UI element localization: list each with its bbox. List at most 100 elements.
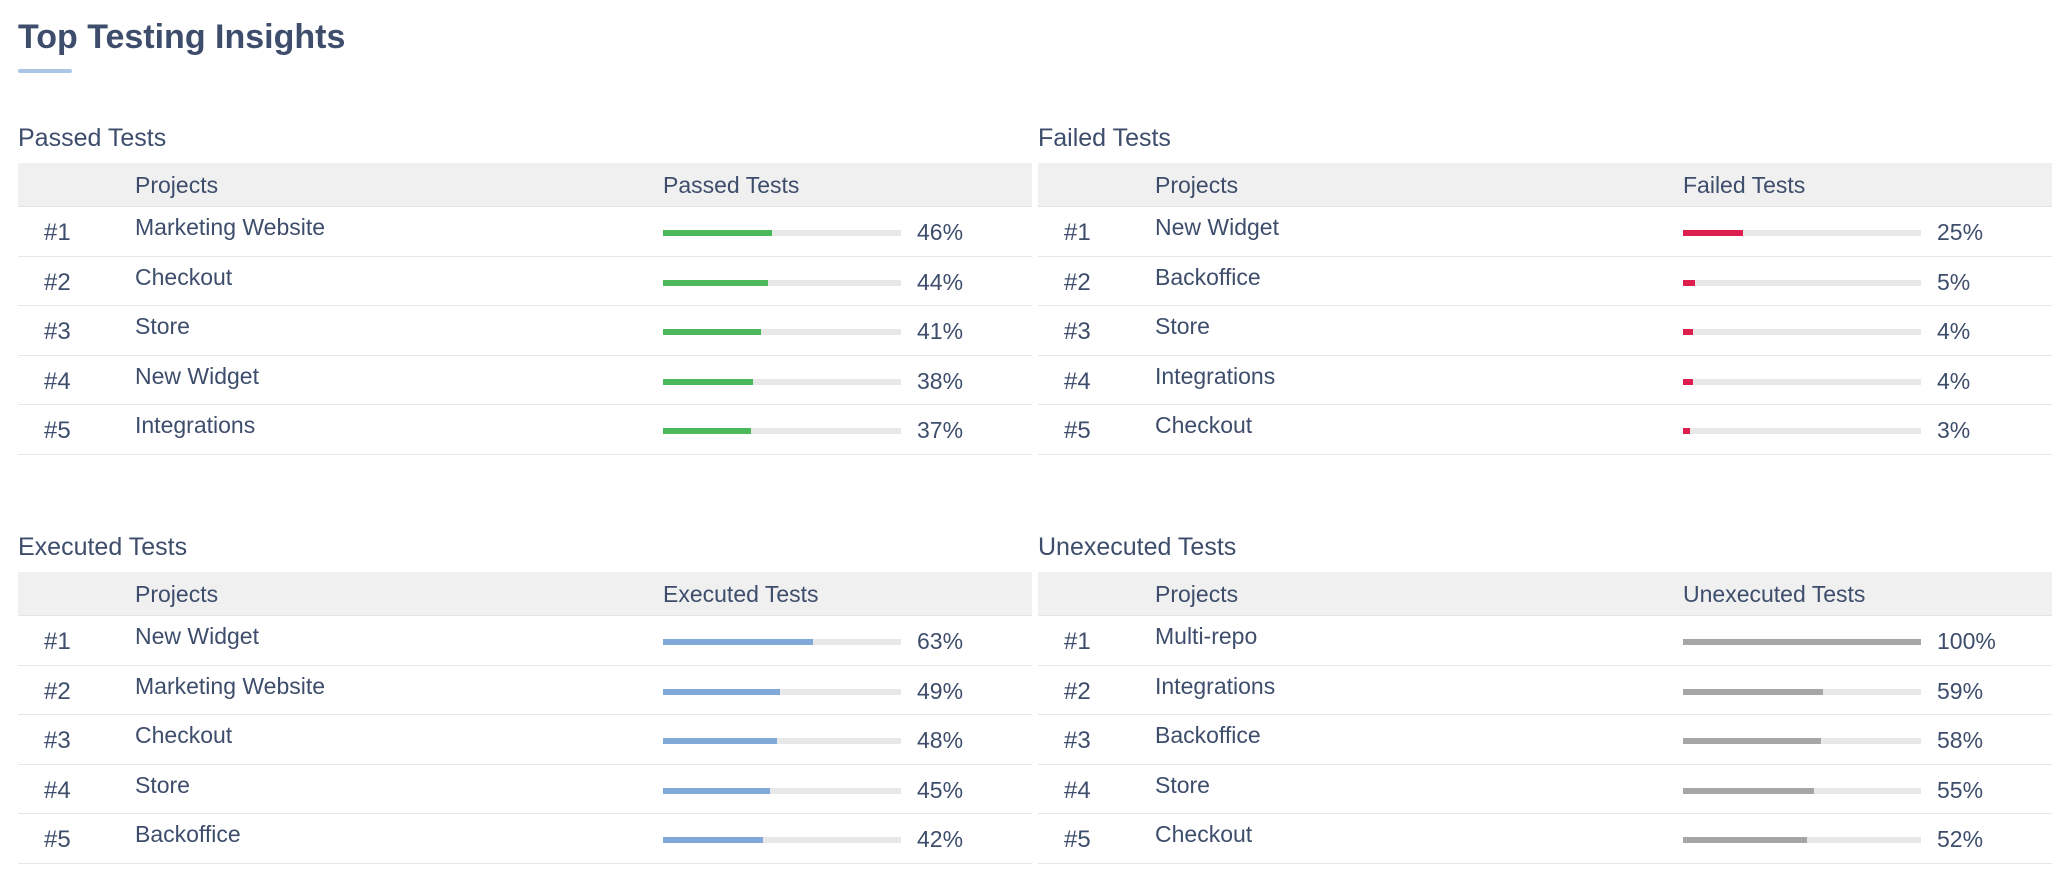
- project-name[interactable]: Checkout: [135, 722, 233, 748]
- project-name[interactable]: Backoffice: [1155, 722, 1261, 748]
- progress-bar-fill: [1683, 639, 1921, 645]
- project-name[interactable]: Backoffice: [1155, 263, 1261, 290]
- progress-bar-track: [663, 428, 901, 434]
- progress-bar-fill: [663, 230, 773, 236]
- project-name[interactable]: Integrations: [1155, 362, 1276, 389]
- page-title: Top Testing Insights: [18, 18, 346, 56]
- progress-bar-track: [1683, 279, 1921, 286]
- project-name[interactable]: New Widget: [135, 362, 259, 389]
- panel-title: Unexecuted Tests: [1038, 533, 1237, 561]
- table-row[interactable]: #3 Backoffice 58%: [1038, 715, 2052, 765]
- panel-title: Failed Tests: [1038, 124, 1171, 152]
- percentage-value: 48%: [917, 727, 964, 753]
- table-row[interactable]: #5 Checkout 3%: [1038, 405, 2052, 455]
- table-row[interactable]: #1 New Widget 25%: [1038, 207, 2052, 257]
- table-row[interactable]: #4 Store 55%: [1038, 765, 2052, 814]
- table-row[interactable]: #5 Backoffice 42%: [18, 814, 1032, 864]
- rank-label: #5: [1064, 826, 1091, 853]
- table-row[interactable]: #4 Integrations 4%: [1038, 356, 2052, 405]
- project-name[interactable]: Store: [1155, 771, 1210, 798]
- progress-bar-track: [1683, 329, 1921, 335]
- progress-bar-track: [1683, 378, 1921, 385]
- percentage-value: 41%: [917, 318, 964, 344]
- project-name[interactable]: Integrations: [135, 412, 256, 438]
- progress-bar-fill: [1683, 428, 1691, 434]
- percentage-value: 59%: [1937, 677, 1984, 704]
- table-row[interactable]: #3 Store 4%: [1038, 306, 2052, 356]
- project-name[interactable]: Checkout: [135, 263, 233, 290]
- panel-passed-tests: Passed Tests Projects Passed Tests #1 Market…: [18, 121, 1032, 455]
- table-row[interactable]: #5 Checkout 52%: [1038, 814, 2052, 864]
- column-header-projects[interactable]: Projects: [135, 581, 219, 607]
- table-row[interactable]: #1 New Widget 63%: [18, 616, 1032, 666]
- percentage-value: 55%: [1937, 776, 1984, 803]
- table-row[interactable]: #4 New Widget 38%: [18, 356, 1032, 405]
- column-header-projects[interactable]: Projects: [135, 172, 219, 198]
- panel-title: Passed Tests: [18, 124, 167, 152]
- project-name[interactable]: Store: [1155, 313, 1210, 339]
- rank-label: #4: [1064, 776, 1091, 804]
- rank-label: #2: [1064, 268, 1091, 296]
- progress-bar-track: [663, 639, 901, 645]
- column-header-metric[interactable]: Unexecuted Tests: [1683, 581, 1866, 607]
- table-row[interactable]: #3 Checkout 48%: [18, 715, 1032, 765]
- column-header-metric[interactable]: Passed Tests: [663, 172, 800, 198]
- rank-label: #2: [1064, 677, 1091, 705]
- progress-bar-track: [1683, 230, 1921, 236]
- rank-label: #3: [44, 318, 71, 345]
- project-name[interactable]: Integrations: [1155, 672, 1276, 699]
- table-header: Projects Failed Tests: [1038, 163, 2052, 207]
- percentage-value: 100%: [1937, 628, 1996, 654]
- table-row[interactable]: #2 Checkout 44%: [18, 257, 1032, 306]
- project-name[interactable]: Store: [135, 771, 190, 798]
- progress-bar-track: [663, 230, 901, 236]
- percentage-value: 52%: [1937, 826, 1984, 852]
- project-name[interactable]: Checkout: [1155, 821, 1253, 847]
- table-row[interactable]: #1 Multi-repo 100%: [1038, 616, 2052, 666]
- rank-label: #1: [44, 628, 71, 655]
- table-row[interactable]: #1 Marketing Website 46%: [18, 207, 1032, 257]
- project-name[interactable]: Checkout: [1155, 412, 1253, 438]
- progress-bar-fill: [663, 738, 778, 744]
- project-name[interactable]: New Widget: [1155, 214, 1279, 240]
- progress-bar-track: [1683, 688, 1921, 695]
- table-header: Projects Executed Tests: [18, 572, 1032, 616]
- progress-bar-fill: [663, 787, 771, 794]
- project-name[interactable]: Store: [135, 313, 190, 339]
- progress-bar-fill: [1683, 787, 1814, 794]
- rank-label: #4: [1064, 367, 1091, 395]
- progress-bar-track: [1683, 639, 1921, 645]
- column-header-projects[interactable]: Projects: [1155, 581, 1239, 607]
- column-header-metric[interactable]: Executed Tests: [663, 581, 819, 607]
- progress-bar-fill: [1683, 688, 1824, 695]
- table-row[interactable]: #2 Integrations 59%: [1038, 666, 2052, 715]
- percentage-value: 25%: [1937, 219, 1984, 245]
- progress-bar-fill: [663, 279, 768, 286]
- table-row[interactable]: #3 Store 41%: [18, 306, 1032, 356]
- percentage-value: 46%: [917, 219, 964, 245]
- table-row[interactable]: #5 Integrations 37%: [18, 405, 1032, 455]
- project-name[interactable]: Backoffice: [135, 821, 241, 847]
- percentage-value: 3%: [1937, 417, 1971, 443]
- table-row[interactable]: #2 Backoffice 5%: [1038, 257, 2052, 306]
- project-name[interactable]: Multi-repo: [1155, 623, 1258, 649]
- column-header-metric[interactable]: Failed Tests: [1683, 172, 1806, 198]
- table-row[interactable]: #4 Store 45%: [18, 765, 1032, 814]
- progress-bar-track: [1683, 787, 1921, 794]
- percentage-value: 4%: [1937, 367, 1971, 394]
- percentage-value: 49%: [917, 677, 964, 704]
- progress-bar-fill: [1683, 837, 1807, 843]
- project-name[interactable]: Marketing Website: [135, 672, 326, 699]
- rank-label: #2: [44, 268, 71, 296]
- progress-bar-fill: [663, 428, 752, 434]
- table-row[interactable]: #2 Marketing Website 49%: [18, 666, 1032, 715]
- column-header-projects[interactable]: Projects: [1155, 172, 1239, 198]
- progress-bar-track: [1683, 428, 1921, 434]
- project-name[interactable]: New Widget: [135, 623, 259, 649]
- rank-label: #5: [44, 826, 71, 853]
- percentage-value: 4%: [1937, 318, 1971, 344]
- rank-label: #4: [44, 367, 71, 395]
- project-name[interactable]: Marketing Website: [135, 214, 326, 240]
- progress-bar-fill: [663, 378, 754, 385]
